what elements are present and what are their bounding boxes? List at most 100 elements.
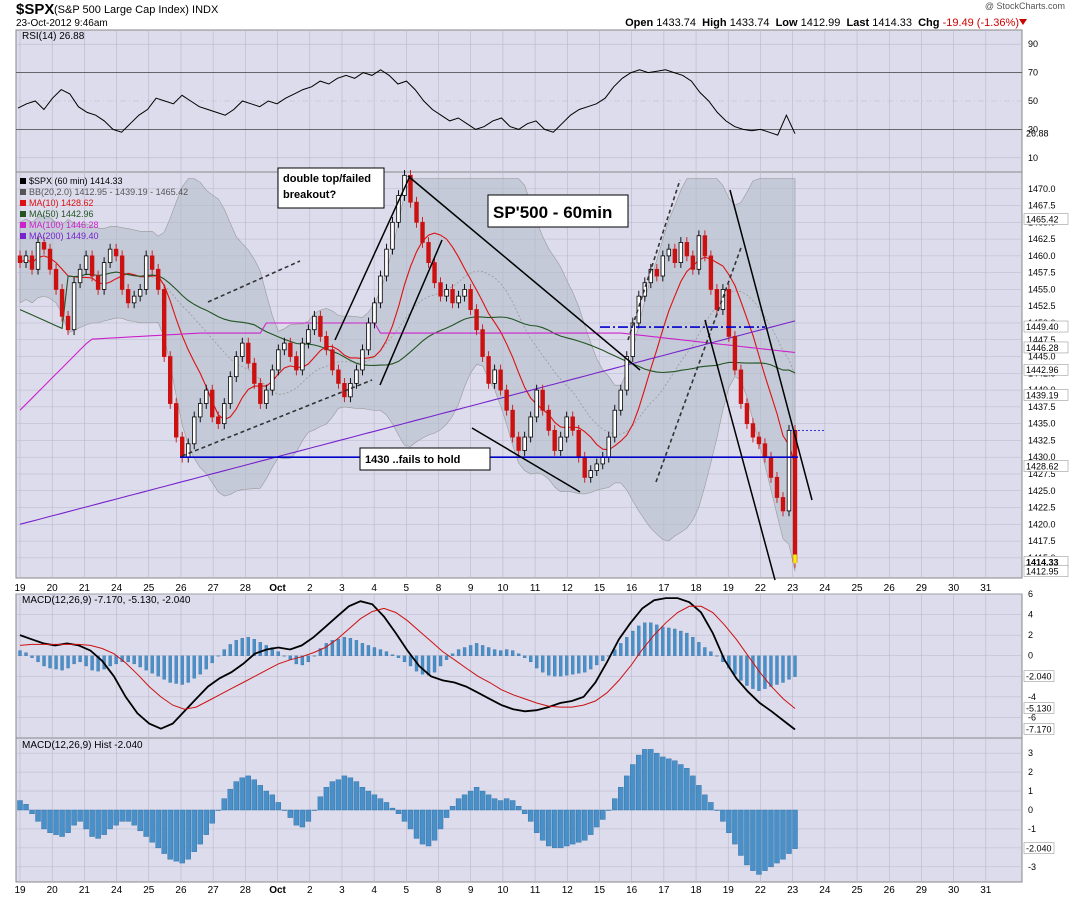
- candle-body: [77, 268, 83, 284]
- candle-body: [564, 416, 569, 438]
- macd-hist-bar: [619, 643, 623, 656]
- candle-body: [270, 369, 275, 391]
- macd-hist-bar: [228, 644, 232, 656]
- macd-hist-bar: [589, 655, 593, 670]
- macd-hist-bar: [523, 655, 527, 658]
- trend-line: [334, 175, 411, 341]
- candle-body: [612, 409, 617, 438]
- price-right-box: [1023, 213, 1069, 225]
- candle-body: [306, 329, 311, 344]
- candle-body: [119, 255, 125, 290]
- ma100-line: [19, 322, 796, 411]
- price-right-box: [1023, 363, 1069, 376]
- hist-bar: [437, 809, 444, 830]
- x-tick-label: 24: [819, 583, 831, 594]
- macd-hist-bar: [703, 647, 707, 656]
- macd-title: MACD(12,26,9) -7.170, -5.130, -2.040: [22, 595, 191, 606]
- hist-bar: [606, 809, 612, 811]
- hist-bar: [131, 809, 137, 826]
- macd-hist-bar: [456, 649, 461, 656]
- macd-hist-bar: [276, 651, 280, 656]
- x-tick-label: 3: [339, 885, 345, 896]
- panel-macd: [15, 593, 1023, 739]
- candle-body: [600, 456, 605, 465]
- x-tick-label: 23: [787, 885, 799, 896]
- low-value: 1412.99: [800, 17, 841, 29]
- low-label: Low: [775, 17, 798, 29]
- hist-bar: [215, 809, 221, 811]
- open-label: Open: [625, 17, 654, 29]
- hist-bar: [594, 809, 600, 828]
- hist-bar: [738, 809, 744, 856]
- hist-bar: [564, 809, 570, 847]
- x-tick-label: 28: [240, 583, 252, 594]
- x-tick-label: 22: [755, 885, 767, 896]
- note-box-line2: breakout?: [283, 189, 336, 201]
- hist-bar: [275, 802, 282, 811]
- support-box-text: 1430 ..fails to hold: [365, 454, 460, 466]
- macd-hist-bar: [348, 638, 353, 656]
- macd-hist-bar: [72, 655, 76, 665]
- hist-bar: [443, 809, 450, 818]
- macd-hist-bar: [715, 655, 719, 657]
- hist-bar: [227, 788, 233, 811]
- candle-body: [654, 268, 660, 277]
- macd-hist-bar: [306, 655, 311, 663]
- candle-body: [137, 289, 143, 297]
- candle-body: [143, 255, 149, 290]
- x-tick-label: 8: [436, 885, 442, 896]
- x-tick-label: 22: [755, 583, 767, 594]
- legend-entry: $SPX (60 min) 1414.33: [29, 176, 123, 186]
- x-tick-label: 9: [468, 885, 474, 896]
- macd-hist-bar: [366, 645, 371, 656]
- price-axis-label: 1427.5: [1028, 469, 1056, 479]
- x-tick-label: 21: [79, 885, 91, 896]
- macd-hist-bar: [330, 640, 335, 656]
- candle-body: [246, 342, 251, 364]
- hist-bar: [239, 777, 245, 811]
- hist-bar: [23, 804, 29, 811]
- candle-body: [474, 309, 479, 331]
- hist-bar: [702, 794, 708, 811]
- price-right-label: 1414.33: [1026, 557, 1059, 567]
- candle-body: [324, 336, 329, 351]
- macd-hist-bar: [150, 655, 154, 674]
- macd-right-box: [1023, 723, 1055, 735]
- hist-bar: [660, 756, 666, 811]
- macd-hist-bar: [270, 647, 274, 656]
- candle-body: [570, 416, 575, 431]
- candle-body: [630, 322, 635, 357]
- candle-body: [678, 242, 684, 263]
- hist-bar: [491, 798, 498, 811]
- macd-hist-bar: [751, 655, 755, 689]
- candle-body: [492, 369, 497, 384]
- candle-body: [198, 403, 203, 418]
- trend-line: [379, 239, 443, 386]
- hist-bar: [167, 809, 173, 860]
- candle-body: [516, 436, 521, 451]
- candle-body: [486, 356, 491, 384]
- x-tick-label: 29: [916, 885, 928, 896]
- legend-entry: MA(100) 1446.28: [29, 220, 99, 230]
- macd-hist-bar: [535, 655, 539, 669]
- x-tick-label: 31: [980, 885, 992, 896]
- macd-hist-bar: [438, 655, 443, 667]
- candle-body: [71, 282, 77, 331]
- macd-hist-bar: [48, 655, 52, 669]
- macd-axis-label: -6: [1028, 712, 1036, 722]
- macd-hist-bar: [625, 637, 629, 656]
- candle-body: [726, 289, 732, 337]
- hist-bar: [654, 752, 660, 811]
- macd-hist-bar: [42, 655, 46, 667]
- candle-body: [534, 389, 539, 418]
- price-axis-label: 1420.0: [1028, 519, 1056, 529]
- hist-bar: [17, 800, 23, 811]
- hist-bar: [642, 749, 648, 811]
- candle-body: [684, 242, 690, 257]
- hist-bar: [77, 809, 83, 822]
- macd-hist-bar: [637, 625, 641, 656]
- hist-bar: [383, 802, 390, 811]
- hist-bar: [341, 775, 348, 811]
- price-axis-label: 1467.5: [1028, 201, 1056, 211]
